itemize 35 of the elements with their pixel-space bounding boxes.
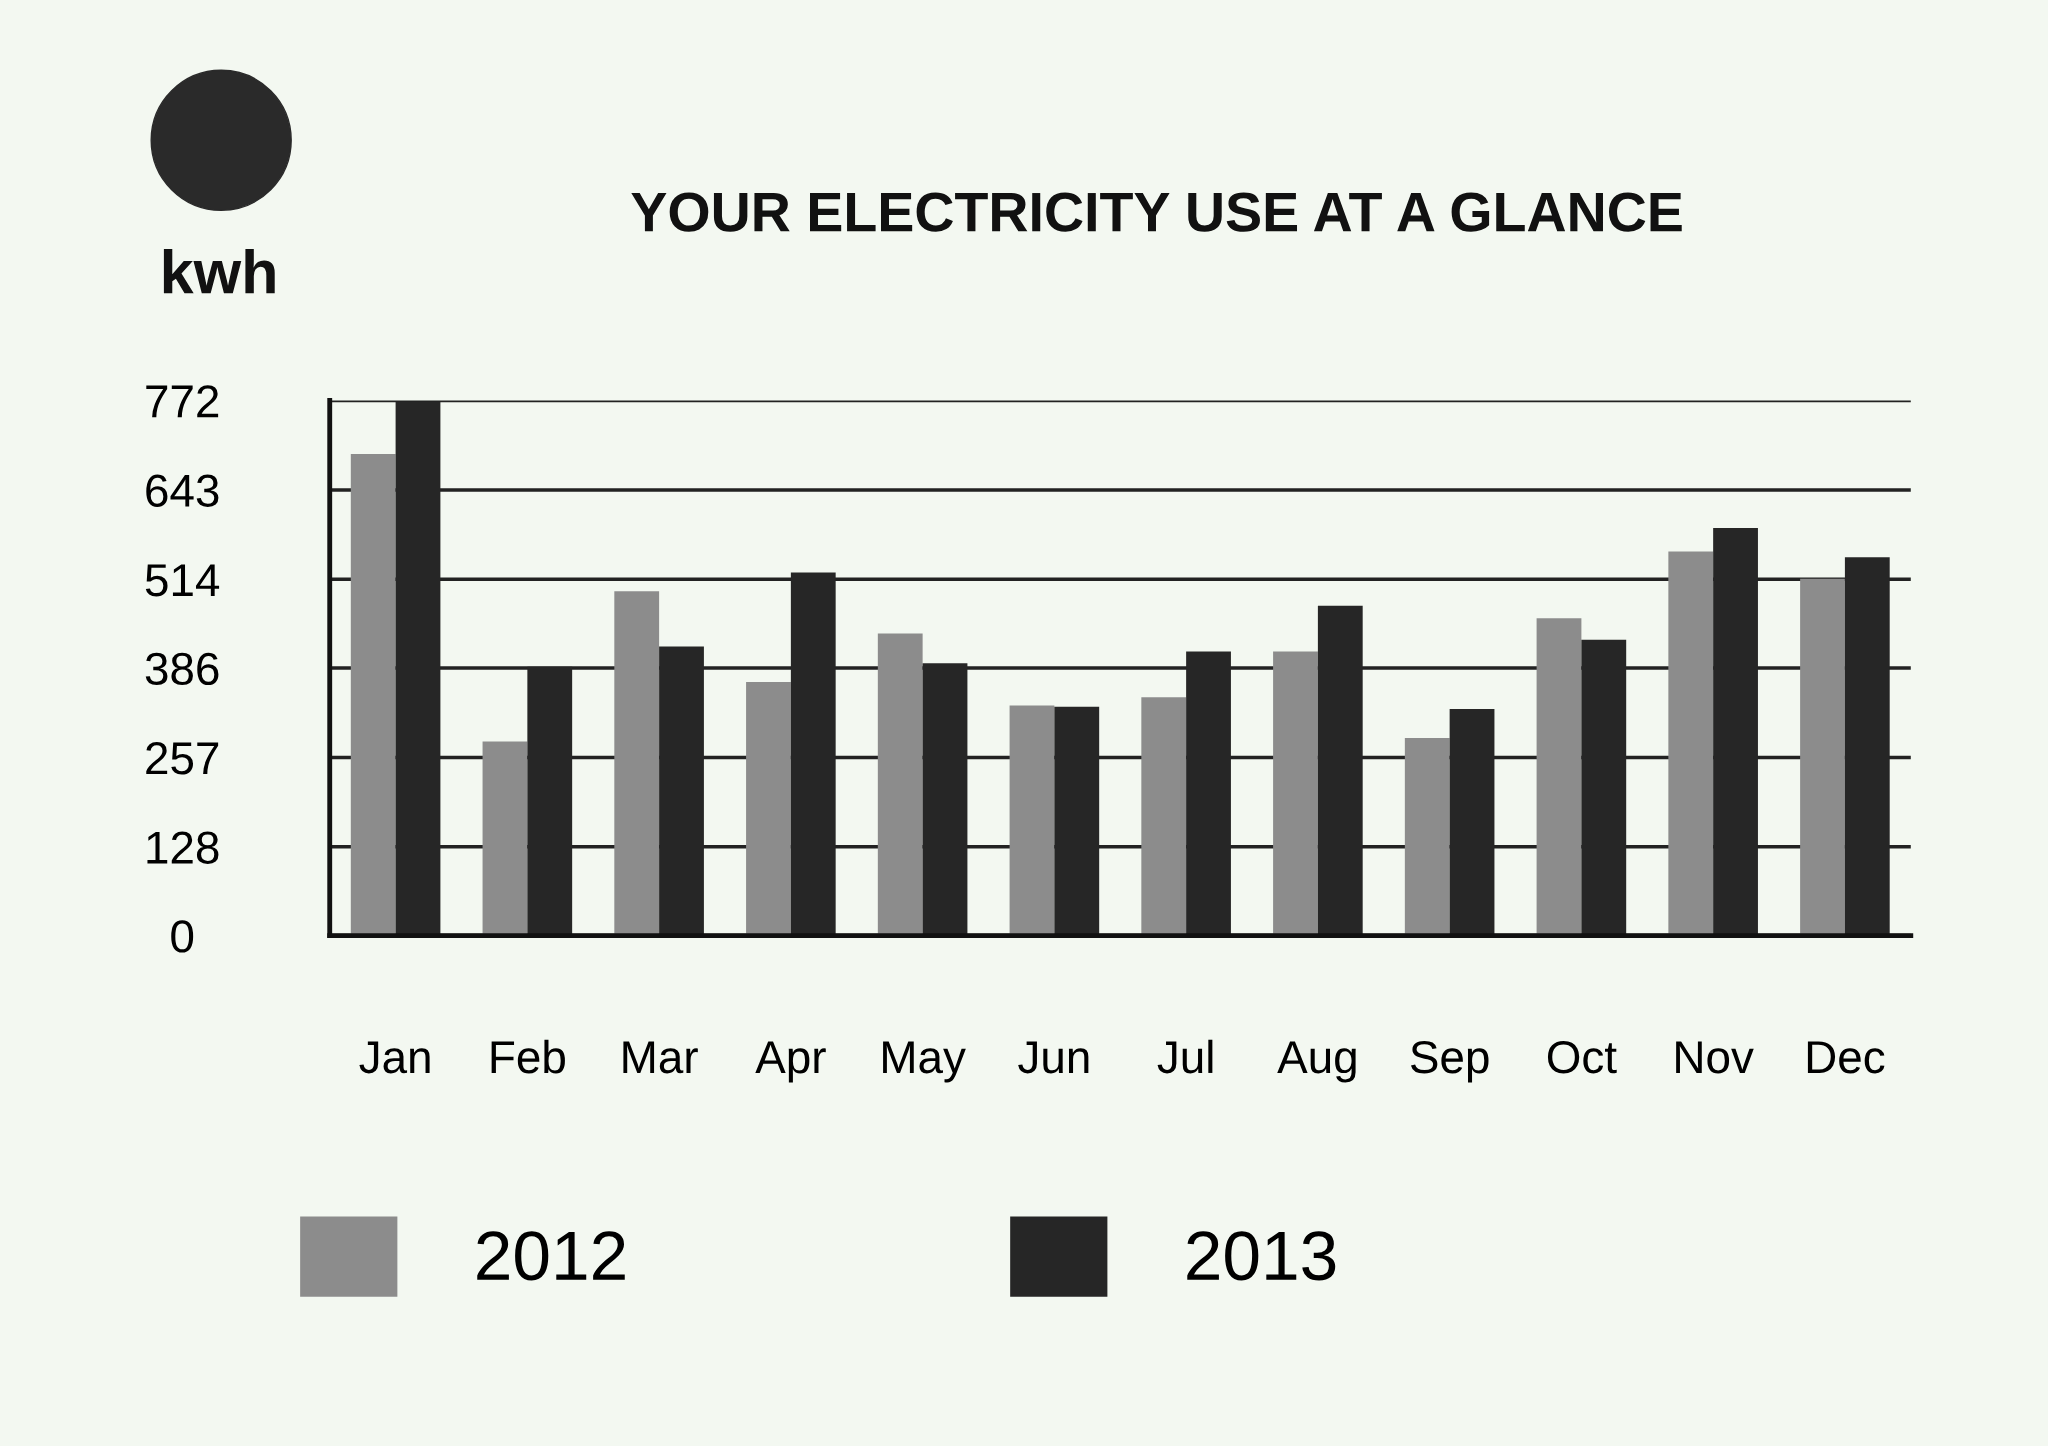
y-tick-label: 514 bbox=[145, 564, 220, 597]
y-axis-title: kwh bbox=[163, 249, 275, 294]
bar bbox=[746, 681, 791, 936]
y-tick-label: 386 bbox=[145, 652, 219, 686]
legend-label: 2012 bbox=[477, 1231, 625, 1281]
x-tick-label: Nov bbox=[1676, 1041, 1754, 1074]
bar bbox=[1800, 578, 1845, 936]
legend-label: 2013 bbox=[1187, 1231, 1336, 1281]
x-tick-label: Aug bbox=[1277, 1041, 1356, 1083]
bar bbox=[1141, 697, 1187, 936]
x-tick-label: Feb bbox=[491, 1039, 565, 1074]
bar bbox=[614, 591, 660, 936]
y-tick-label: 772 bbox=[146, 385, 219, 418]
bar bbox=[1009, 705, 1055, 936]
chart-title: YOUR ELECTRICITY USE AT A GLANCE bbox=[631, 192, 1682, 232]
x-tick-label: Dec bbox=[1807, 1041, 1885, 1074]
y-tick-label: 643 bbox=[146, 474, 219, 507]
x-tick-label: Apr bbox=[755, 1041, 826, 1083]
y-tick-label: 0 bbox=[171, 920, 194, 953]
x-tick-label: May bbox=[883, 1041, 966, 1083]
bar bbox=[1273, 651, 1318, 936]
bar bbox=[877, 633, 923, 936]
x-tick-label: Jul bbox=[1157, 1039, 1213, 1074]
x-tick-label: Sep bbox=[1410, 1040, 1489, 1083]
x-tick-label: Mar bbox=[623, 1041, 698, 1074]
y-tick-label: 257 bbox=[146, 742, 219, 775]
bar bbox=[1404, 738, 1450, 936]
bar bbox=[482, 741, 528, 936]
x-tick-label: Jan bbox=[359, 1041, 430, 1074]
x-tick-label: Jun bbox=[1018, 1041, 1089, 1074]
x-tick-label: Oct bbox=[1547, 1040, 1617, 1074]
bar bbox=[1536, 618, 1582, 936]
y-tick-label: 128 bbox=[147, 831, 219, 864]
bar bbox=[1668, 551, 1714, 936]
bar bbox=[350, 453, 396, 936]
